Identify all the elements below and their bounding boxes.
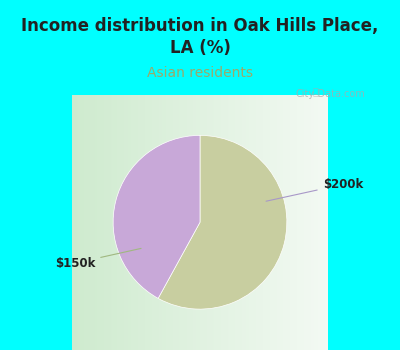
Text: $200k: $200k xyxy=(266,178,363,201)
Text: $150k: $150k xyxy=(55,248,141,270)
Text: Asian residents: Asian residents xyxy=(147,66,253,80)
Text: ⓘ: ⓘ xyxy=(312,86,318,96)
Text: Income distribution in Oak Hills Place,
LA (%): Income distribution in Oak Hills Place, … xyxy=(21,17,379,57)
Wedge shape xyxy=(113,135,200,298)
Text: City-Data.com: City-Data.com xyxy=(296,89,366,99)
Wedge shape xyxy=(158,135,287,309)
